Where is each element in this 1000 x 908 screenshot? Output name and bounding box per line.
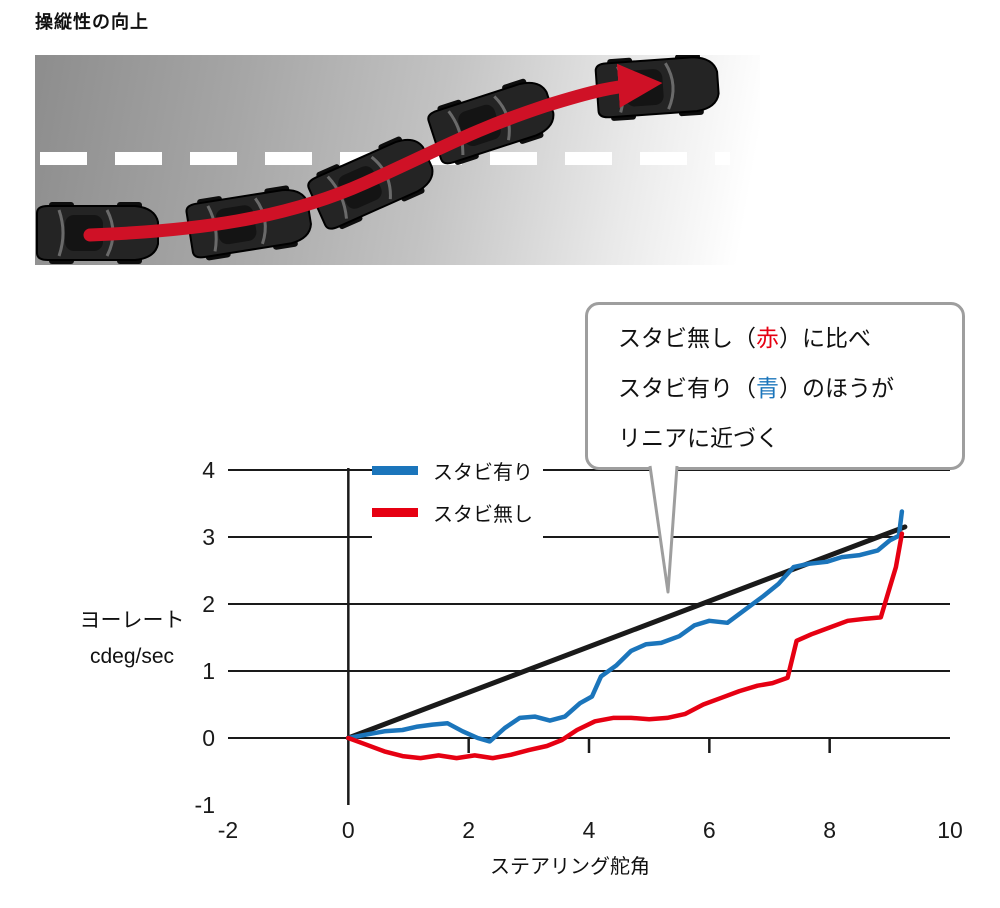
callout-text: ）に比べ	[779, 325, 871, 351]
legend-item-with-stabilizer: スタビ有り	[372, 456, 533, 485]
figure-title: 操縦性の向上	[35, 12, 149, 32]
x-tick-label: 0	[342, 817, 355, 843]
blue-accent-text: 青	[756, 375, 779, 401]
y-axis-label-line2: cdeg/sec	[89, 645, 175, 668]
x-axis-label: ステアリング舵角	[490, 856, 650, 878]
y-tick-label: 2	[202, 591, 215, 617]
series-line-with-stabilizer	[346, 509, 905, 744]
callout-tail	[648, 465, 679, 594]
callout-text: スタビ有り（	[618, 375, 756, 401]
chart-legend: スタビ有りスタビ無し	[372, 454, 543, 540]
y-tick-label: 0	[202, 725, 215, 751]
red-accent-text: 赤	[756, 325, 779, 351]
y-tick-label: 3	[202, 524, 215, 550]
series-line-without-stabilizer	[346, 531, 905, 761]
x-tick-label: 10	[937, 817, 963, 843]
trajectory-arrow	[83, 63, 663, 242]
callout-line1: スタビ無し（赤）に比べ	[618, 313, 936, 363]
y-axis-label: ヨーレート cdeg/sec	[62, 603, 202, 675]
y-tick-label: 1	[202, 658, 215, 684]
y-tick-label: 4	[202, 457, 215, 483]
lane-change-graphic	[35, 55, 722, 265]
callout-text: ）のほうが	[779, 375, 894, 401]
callout-bubble: スタビ無し（赤）に比べ スタビ有り（青）のほうが リニアに近づく	[585, 302, 965, 470]
x-tick-label: 8	[823, 817, 836, 843]
callout-line3: リニアに近づく	[618, 425, 779, 451]
callout-text: スタビ無し（	[618, 325, 756, 351]
x-tick-label: 6	[703, 817, 716, 843]
callout-line2: スタビ有り（青）のほうが	[618, 363, 936, 413]
y-axis-label-line1: ヨーレート	[79, 609, 185, 632]
x-tick-label: 2	[462, 817, 475, 843]
x-tick-label: -2	[218, 817, 238, 843]
legend-item-without-stabilizer: スタビ無し	[372, 498, 533, 527]
road-illustration	[35, 55, 760, 265]
callout-tail-shape	[648, 465, 679, 594]
legend-swatch-without-stabilizer	[372, 508, 418, 517]
legend-swatch-with-stabilizer	[372, 466, 418, 475]
y-tick-label: -1	[195, 792, 215, 818]
legend-label-without-stabilizer: スタビ無し	[433, 504, 533, 526]
legend-label-with-stabilizer: スタビ有り	[433, 462, 533, 484]
x-tick-label: 4	[583, 817, 596, 843]
